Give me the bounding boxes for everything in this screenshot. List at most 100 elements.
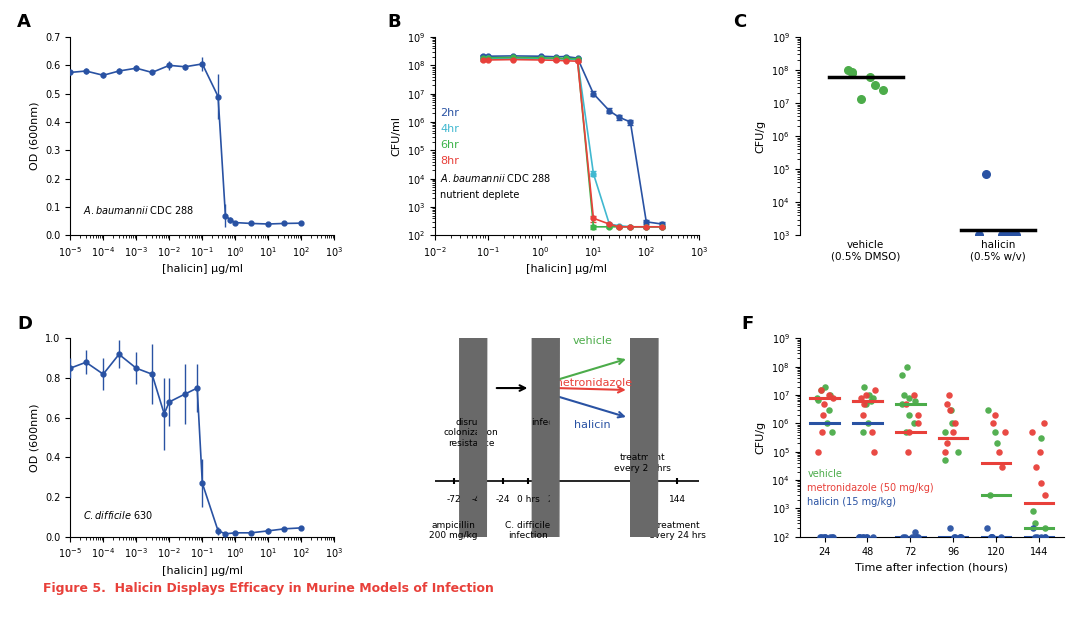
Text: -24: -24 bbox=[496, 495, 511, 504]
X-axis label: [halicin] μg/ml: [halicin] μg/ml bbox=[162, 566, 243, 576]
Point bbox=[953, 532, 970, 542]
Point bbox=[984, 532, 1001, 542]
Point bbox=[905, 390, 922, 400]
Point bbox=[978, 523, 996, 533]
Text: infect: infect bbox=[530, 418, 556, 427]
Text: 24: 24 bbox=[548, 495, 558, 504]
Point bbox=[821, 390, 838, 400]
Ellipse shape bbox=[648, 0, 658, 617]
Point bbox=[821, 532, 838, 542]
Point bbox=[843, 68, 861, 78]
Text: B: B bbox=[388, 13, 401, 31]
Point bbox=[851, 532, 868, 542]
Point bbox=[906, 397, 923, 407]
Text: -48: -48 bbox=[471, 495, 486, 504]
Point bbox=[897, 399, 915, 408]
Point bbox=[1032, 433, 1050, 443]
Point bbox=[855, 382, 873, 392]
Text: Figure 5.  Halicin Displays Efficacy in Murine Models of Infection: Figure 5. Halicin Displays Efficacy in M… bbox=[43, 582, 494, 595]
Point bbox=[945, 427, 962, 437]
Point bbox=[977, 170, 995, 180]
Point bbox=[946, 532, 963, 542]
Point bbox=[986, 410, 1003, 420]
Text: ampicillin
200 mg/kg: ampicillin 200 mg/kg bbox=[429, 521, 477, 540]
Point bbox=[855, 532, 873, 542]
Point bbox=[823, 532, 840, 542]
Point bbox=[981, 490, 998, 500]
Point bbox=[942, 405, 959, 415]
Point bbox=[819, 418, 836, 428]
Point bbox=[1026, 532, 1043, 542]
Text: 6hr: 6hr bbox=[441, 140, 459, 150]
Point bbox=[897, 362, 915, 371]
Text: F: F bbox=[741, 315, 754, 333]
Point bbox=[893, 370, 910, 380]
Y-axis label: CFU/ml: CFU/ml bbox=[391, 116, 401, 156]
Point bbox=[936, 427, 954, 437]
Point bbox=[939, 399, 956, 408]
Text: vehicle: vehicle bbox=[572, 336, 612, 346]
Y-axis label: CFU/g: CFU/g bbox=[756, 421, 766, 454]
Point bbox=[863, 397, 880, 407]
Text: C. difficile
infection: C. difficile infection bbox=[505, 521, 551, 540]
Point bbox=[809, 393, 826, 403]
Point bbox=[901, 427, 918, 437]
Point bbox=[810, 395, 827, 405]
Point bbox=[909, 418, 927, 428]
Point bbox=[908, 532, 926, 542]
Point bbox=[1008, 230, 1025, 240]
Point bbox=[854, 532, 872, 542]
Point bbox=[901, 410, 918, 420]
Point bbox=[994, 462, 1011, 471]
Point bbox=[812, 385, 829, 395]
Y-axis label: CFU/g: CFU/g bbox=[756, 120, 766, 153]
Point bbox=[816, 532, 834, 542]
Text: 2hr: 2hr bbox=[441, 109, 459, 118]
Point bbox=[941, 523, 958, 533]
Point bbox=[1037, 532, 1054, 542]
Point bbox=[903, 532, 920, 542]
Point bbox=[856, 399, 874, 408]
Point bbox=[860, 418, 877, 428]
Point bbox=[994, 230, 1011, 240]
Point bbox=[1002, 230, 1020, 240]
Point bbox=[942, 405, 959, 415]
Point bbox=[894, 532, 912, 542]
Point bbox=[988, 438, 1005, 448]
Point bbox=[905, 418, 922, 428]
Point bbox=[936, 447, 954, 457]
Point bbox=[982, 532, 999, 542]
Text: $\it{A. baumannii}$ CDC 288: $\it{A. baumannii}$ CDC 288 bbox=[441, 172, 551, 184]
Y-axis label: OD (600nm): OD (600nm) bbox=[29, 102, 40, 170]
Point bbox=[815, 399, 833, 408]
Point bbox=[865, 393, 882, 403]
Point bbox=[1036, 523, 1053, 533]
Point bbox=[820, 390, 837, 400]
Point bbox=[852, 94, 869, 104]
Text: halicin (15 mg/kg): halicin (15 mg/kg) bbox=[808, 497, 896, 507]
Point bbox=[906, 527, 923, 537]
Point bbox=[861, 72, 878, 82]
Point bbox=[823, 427, 840, 437]
Text: disrupt
colonization
resistance: disrupt colonization resistance bbox=[444, 418, 499, 447]
Point bbox=[984, 418, 1001, 428]
Point bbox=[909, 532, 927, 542]
Point bbox=[943, 418, 960, 428]
Point bbox=[946, 532, 963, 542]
Point bbox=[970, 230, 987, 240]
Point bbox=[983, 532, 1000, 542]
Ellipse shape bbox=[631, 0, 653, 617]
Point bbox=[816, 382, 834, 392]
X-axis label: [halicin] μg/ml: [halicin] μg/ml bbox=[162, 265, 243, 275]
Point bbox=[1036, 418, 1053, 428]
Point bbox=[851, 532, 868, 542]
Point bbox=[909, 410, 927, 420]
Point bbox=[866, 447, 883, 457]
Point bbox=[861, 390, 878, 400]
Point bbox=[813, 385, 831, 395]
Point bbox=[824, 393, 841, 403]
Text: metronidazole: metronidazole bbox=[552, 378, 633, 388]
Point bbox=[1003, 230, 1021, 240]
Point bbox=[1037, 490, 1054, 500]
Point bbox=[1031, 447, 1049, 457]
